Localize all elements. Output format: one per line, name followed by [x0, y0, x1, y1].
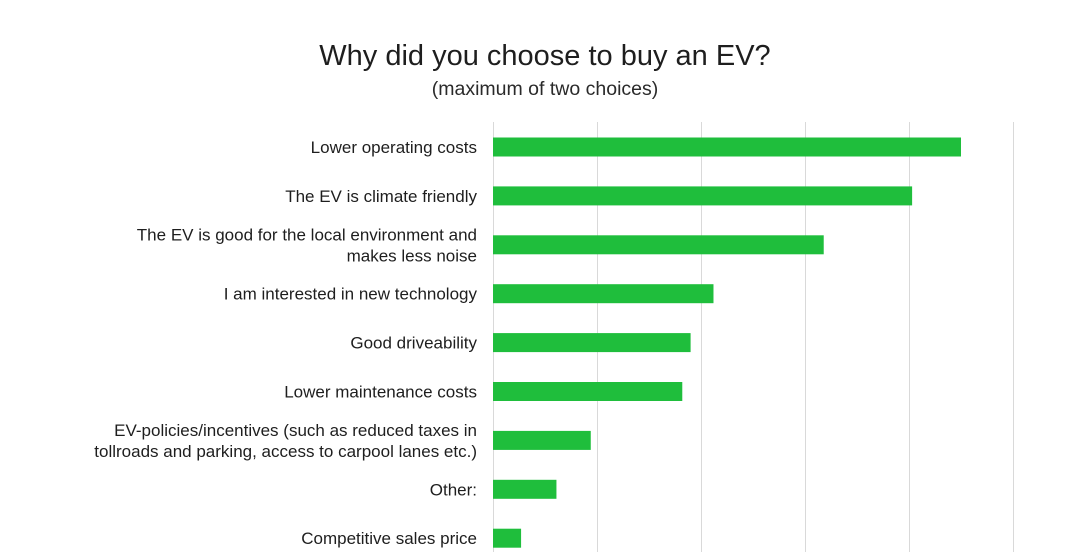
category-label: Lower maintenance costs: [284, 383, 477, 402]
bar: [493, 479, 557, 499]
category-label: The EV is good for the local environment…: [137, 225, 477, 244]
bar: [493, 382, 683, 401]
bar: [493, 235, 824, 255]
bar: [493, 137, 961, 157]
bar: [493, 186, 913, 206]
category-label: Other:: [430, 480, 477, 499]
bar: [493, 284, 714, 304]
category-label: The EV is climate friendly: [285, 187, 477, 206]
category-label: Lower operating costs: [311, 138, 477, 157]
category-label: Good driveability: [350, 334, 477, 353]
chart-subtitle: (maximum of two choices): [431, 78, 659, 100]
category-label: EV-policies/incentives (such as reduced …: [114, 421, 477, 440]
bar: [493, 430, 591, 450]
chart-title: Why did you choose to buy an EV?: [319, 40, 771, 72]
category-labels: Lower operating costs The EV is climate f…: [94, 138, 477, 548]
category-label: Competitive sales price: [301, 529, 477, 548]
category-label: makes less noise: [347, 246, 477, 265]
category-label: I am interested in new technology: [224, 285, 478, 304]
bar: [493, 333, 691, 353]
category-label: tollroads and parking, access to carpool…: [94, 442, 477, 461]
bars: [493, 137, 961, 548]
bar: [493, 528, 522, 548]
